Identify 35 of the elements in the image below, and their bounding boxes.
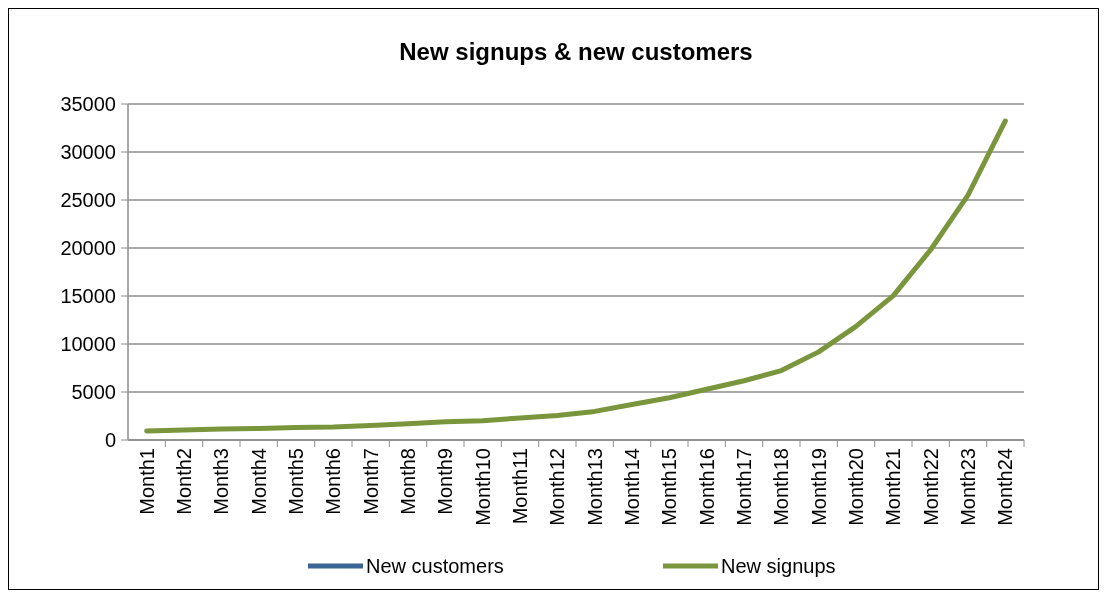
y-tick-label: 0 (104, 429, 116, 451)
x-tick-label: Month23 (957, 448, 979, 526)
chart-title: New signups & new customers (399, 38, 753, 65)
y-tick-label: 5000 (71, 381, 116, 403)
x-tick-label: Month18 (770, 448, 793, 526)
x-tick-label: Month2 (173, 448, 195, 515)
x-tick-label: Month3 (210, 448, 233, 515)
x-tick-label: Month8 (397, 448, 419, 515)
y-tick-label: 10000 (60, 333, 116, 355)
x-tick-label: Month5 (285, 448, 307, 515)
x-tick-label: Month12 (546, 448, 569, 526)
x-tick-label: Month22 (919, 448, 942, 526)
x-tick-label: Month24 (994, 448, 1017, 526)
y-tick-label: 25000 (60, 189, 116, 211)
legend-label: New customers (366, 555, 504, 577)
x-tick-label: Month14 (621, 448, 643, 526)
y-tick-label: 15000 (60, 285, 116, 307)
x-tick-label: Month1 (135, 448, 158, 515)
x-tick-label: Month6 (322, 448, 345, 515)
x-tick-label: Month19 (807, 448, 830, 526)
x-tick-label: Month16 (695, 448, 718, 526)
x-tick-label: Month17 (733, 448, 755, 526)
y-tick-label: 20000 (60, 237, 116, 259)
y-tick-label: 30000 (60, 141, 116, 163)
x-tick-label: Month4 (247, 448, 270, 515)
x-tick-label: Month21 (882, 448, 905, 526)
x-tick-label: Month13 (583, 448, 606, 526)
x-tick-label: Month11 (509, 448, 531, 525)
y-tick-label: 35000 (60, 93, 116, 115)
legend-label: New signups (721, 555, 836, 577)
x-tick-label: Month20 (845, 448, 867, 526)
x-tick-label: Month10 (471, 448, 494, 526)
x-tick-label: Month15 (658, 448, 681, 526)
x-tick-label: Month9 (434, 448, 457, 515)
x-tick-label: Month7 (359, 448, 382, 515)
